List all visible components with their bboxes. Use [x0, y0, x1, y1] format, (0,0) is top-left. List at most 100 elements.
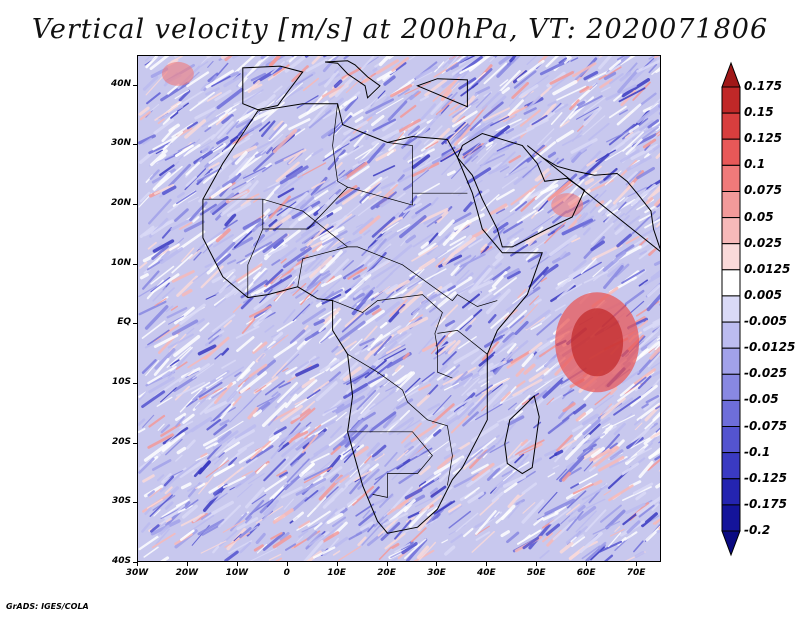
- lon-tick-label: 70E: [626, 568, 646, 578]
- map-plot-area[interactable]: [137, 55, 661, 562]
- colorbar-segment: [721, 347, 741, 375]
- colorbar-label: -0.075: [744, 418, 787, 433]
- lon-tick-label: 40E: [476, 568, 496, 578]
- country-border: [332, 294, 453, 379]
- lon-tick-mark: [286, 562, 288, 566]
- lat-tick-mark: [133, 562, 137, 563]
- lat-tick-label: 30N: [110, 138, 131, 149]
- country-border: [202, 186, 468, 230]
- lon-tick-label: 10W: [225, 568, 249, 578]
- colorbar-segment: [721, 295, 741, 323]
- lon-tick-mark: [486, 562, 488, 566]
- colorbar-max-arrow: [721, 61, 741, 88]
- country-border: [347, 431, 433, 498]
- lat-tick-label: 30S: [111, 496, 131, 507]
- lat-tick-label: 20N: [110, 198, 131, 209]
- lon-tick-label: 50E: [526, 568, 546, 578]
- colorbar-label: -0.05: [744, 392, 779, 407]
- colorbar-segment: [721, 478, 741, 506]
- colorbar-label: -0.005: [744, 314, 787, 329]
- ascent-feature: [161, 61, 194, 86]
- vertical-velocity-field: [138, 56, 660, 561]
- ascent-feature: [551, 193, 584, 218]
- country-border: [247, 228, 264, 298]
- colorbar-label: -0.1: [744, 444, 771, 459]
- colorbar-segment: [721, 138, 741, 166]
- lat-tick-mark: [133, 383, 137, 385]
- lon-tick-mark: [436, 562, 438, 566]
- lon-tick-mark: [236, 562, 238, 566]
- grads-credit: GrADS: IGES/COLA: [6, 602, 89, 611]
- lon-tick-label: 20W: [175, 568, 199, 578]
- colorbar-segment: [721, 452, 741, 480]
- arabia-coastline: [456, 132, 586, 248]
- colorbar-label: -0.125: [744, 470, 787, 485]
- lon-tick-mark: [386, 562, 388, 566]
- lat-tick-label: 40S: [111, 556, 131, 566]
- colorbar-segment: [721, 504, 741, 532]
- lat-tick-mark: [133, 502, 137, 504]
- colorbar-label: 0.125: [744, 131, 782, 146]
- colorbar-label: 0.175: [744, 79, 782, 93]
- colorbar-label: -0.175: [744, 496, 787, 511]
- colorbar-label: -0.2: [744, 523, 771, 537]
- colorbar-label: 0.05: [744, 209, 774, 224]
- lon-tick-label: 30W: [125, 568, 149, 578]
- colorbar-min-arrow: [721, 530, 741, 557]
- map-title: Vertical velocity [m/s] at 200hPa, VT: 2…: [31, 14, 769, 45]
- italy-coastline: [325, 60, 381, 99]
- lon-tick-mark: [636, 562, 638, 566]
- lat-tick-mark: [133, 442, 137, 444]
- lon-tick-label: 60E: [576, 568, 596, 578]
- lat-tick-label: 10S: [111, 377, 131, 388]
- anatolia-coastline: [416, 78, 468, 108]
- colorbar-label: -0.025: [744, 366, 787, 381]
- lon-tick-label: 10E: [327, 568, 346, 578]
- colorbar-segment: [721, 426, 741, 454]
- colorbar-segment: [721, 269, 741, 297]
- lat-tick-mark: [133, 323, 137, 325]
- colorbar-segment: [721, 373, 741, 401]
- country-border: [387, 142, 413, 194]
- colorbar-segment: [721, 112, 741, 140]
- colorbar-label: 0.15: [744, 105, 774, 120]
- colorbar-label: 0.025: [744, 235, 782, 250]
- colorbar-label: 0.0125: [744, 261, 791, 276]
- lat-tick-label: 20S: [111, 436, 131, 447]
- iberia-coastline: [242, 65, 304, 111]
- lat-tick-mark: [133, 204, 137, 206]
- madagascar-coastline: [504, 395, 540, 475]
- lon-tick-mark: [536, 562, 538, 566]
- colorbar-label: 0.005: [744, 287, 782, 302]
- colorbar-label: 0.075: [744, 183, 782, 198]
- country-border: [332, 103, 348, 188]
- africa-coastline: [202, 103, 543, 534]
- colorbar-segment: [721, 399, 741, 427]
- lon-tick-label: 30E: [427, 568, 446, 578]
- colorbar-label: -0.0125: [744, 340, 796, 355]
- lon-tick-label: 20E: [377, 568, 396, 578]
- lat-tick-mark: [133, 263, 137, 265]
- iran-coastline: [526, 145, 660, 252]
- lon-tick-mark: [336, 562, 338, 566]
- ascent-core: [571, 308, 624, 377]
- colorbar-segment: [721, 217, 741, 245]
- country-border: [437, 330, 488, 355]
- colorbar-segment: [721, 191, 741, 219]
- colorbar-segment: [721, 321, 741, 349]
- country-border: [297, 246, 348, 287]
- lon-tick-mark: [186, 562, 188, 566]
- colorbar-label: 0.1: [744, 157, 766, 172]
- country-border: [262, 198, 498, 307]
- lat-tick-mark: [133, 84, 137, 86]
- lat-tick-label: EQ: [117, 317, 131, 328]
- lon-tick-mark: [586, 562, 588, 566]
- lat-tick-label: 10N: [110, 257, 131, 268]
- colorbar-segment: [721, 243, 741, 271]
- lat-tick-mark: [133, 144, 137, 146]
- colorbar-segment: [721, 164, 741, 192]
- lon-tick-label: 0: [283, 568, 290, 578]
- colorbar-segment: [721, 86, 741, 114]
- lon-tick-mark: [137, 562, 138, 566]
- lat-tick-label: 40N: [110, 78, 131, 89]
